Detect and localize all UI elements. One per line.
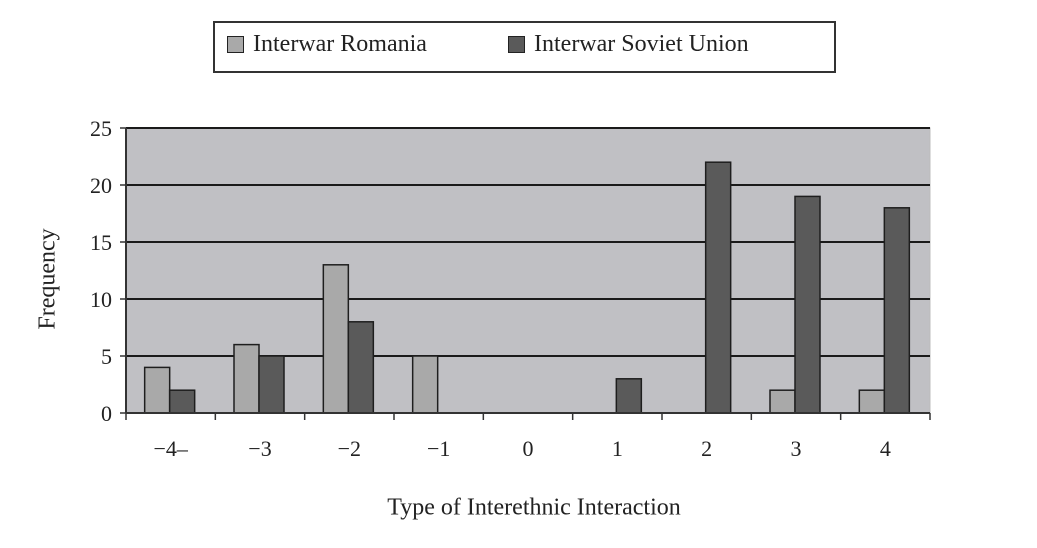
x-tick-label: −3 xyxy=(248,436,271,461)
x-tick-label: −1 xyxy=(427,436,450,461)
bar-soviet-union xyxy=(347,321,375,414)
bar-soviet-union xyxy=(258,355,285,414)
y-tick-label: 5 xyxy=(101,344,112,369)
legend-swatch-romania xyxy=(227,36,244,53)
legend-item-romania: Interwar Romania xyxy=(227,31,427,58)
y-tick-label: 15 xyxy=(90,230,112,255)
chart-legend: Interwar Romania Interwar Soviet Union xyxy=(213,21,836,73)
y-tick-label: 25 xyxy=(90,116,112,141)
bar-romania xyxy=(322,264,350,414)
bar-soviet-union xyxy=(168,389,196,414)
x-tick-label: 3 xyxy=(791,436,802,461)
x-tick-label: 0 xyxy=(523,436,534,461)
bar-soviet-union xyxy=(704,161,732,414)
bar-romania xyxy=(411,355,439,414)
bar-romania xyxy=(858,389,886,414)
y-tick-label: 10 xyxy=(90,287,112,312)
bar-romania xyxy=(233,343,260,414)
legend-label-soviet-union: Interwar Soviet Union xyxy=(534,31,749,57)
bar-romania xyxy=(769,389,796,414)
bar-romania xyxy=(143,366,171,414)
bar-soviet-union xyxy=(794,195,821,414)
y-tick-label: 0 xyxy=(101,401,112,426)
bar-soviet-union xyxy=(615,378,643,414)
y-tick-label: 20 xyxy=(90,173,112,198)
x-tick-label: 2 xyxy=(701,436,712,461)
x-tick-label: −2 xyxy=(338,436,361,461)
x-tick-label: 4 xyxy=(880,436,891,461)
y-axis-title: Frequency xyxy=(34,228,61,330)
legend-label-romania: Interwar Romania xyxy=(253,31,427,57)
x-tick-label: 1 xyxy=(612,436,623,461)
bar-soviet-union xyxy=(883,207,911,414)
x-axis-title: Type of Interethnic Interaction xyxy=(387,494,681,521)
x-tick-label: −4– xyxy=(153,436,188,461)
legend-swatch-soviet-union xyxy=(508,36,525,53)
legend-item-soviet-union: Interwar Soviet Union xyxy=(508,31,749,58)
